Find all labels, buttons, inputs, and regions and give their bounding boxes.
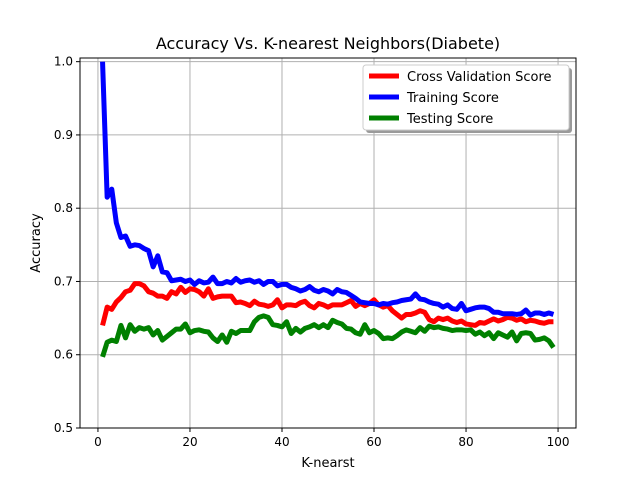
chart-title: Accuracy Vs. K-nearest Neighbors(Diabete… <box>156 34 500 53</box>
x-axis-label: K-nearst <box>301 456 354 471</box>
series-layer <box>100 61 556 358</box>
legend-label: Training Score <box>406 91 499 106</box>
legend-label: Cross Validation Score <box>407 70 552 85</box>
y-tick-label: 0.5 <box>54 421 73 435</box>
y-tick-label: 0.6 <box>54 348 73 362</box>
y-tick-label: 0.7 <box>54 274 73 288</box>
y-axis-label: Accuracy <box>29 213 44 273</box>
x-tick-label: 0 <box>94 435 102 449</box>
x-tick-label: 60 <box>366 435 381 449</box>
y-axis-ticks: 0.5 0.6 0.7 0.8 0.9 1.0 <box>54 55 80 435</box>
plot-frame <box>79 57 577 429</box>
x-tick-label: 20 <box>182 435 197 449</box>
x-axis-ticks: 0 20 40 60 80 100 <box>94 428 570 449</box>
x-tick-label: 100 <box>547 435 570 449</box>
x-tick-label: 80 <box>458 435 473 449</box>
series-line-cross-validation-score <box>100 281 554 328</box>
legend: Cross Validation Score Training Score Test… <box>362 64 572 133</box>
y-tick-label: 0.9 <box>54 128 73 142</box>
y-tick-label: 1.0 <box>54 55 73 69</box>
x-tick-label: 40 <box>274 435 289 449</box>
legend-box <box>362 64 570 131</box>
legend-label: Testing Score <box>406 112 493 127</box>
y-tick-label: 0.8 <box>54 201 73 215</box>
series-line-training-score <box>100 61 555 318</box>
series-line-testing-score <box>100 313 556 358</box>
